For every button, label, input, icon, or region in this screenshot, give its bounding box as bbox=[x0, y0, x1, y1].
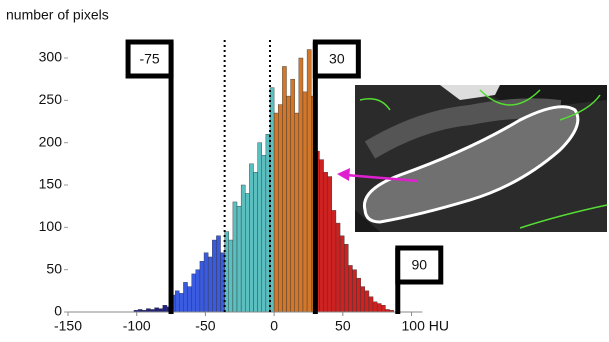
bar bbox=[262, 155, 266, 312]
bar bbox=[233, 202, 237, 312]
threshold-label: 90 bbox=[411, 257, 427, 273]
bar bbox=[328, 177, 332, 312]
x-tick-label: 50 bbox=[335, 318, 351, 334]
arrow-head bbox=[337, 168, 350, 181]
bar bbox=[365, 291, 369, 312]
bar bbox=[340, 236, 344, 312]
bar bbox=[336, 223, 340, 312]
bar bbox=[319, 160, 323, 312]
x-tick-label: -150 bbox=[54, 318, 82, 334]
bar bbox=[373, 302, 377, 312]
bar bbox=[274, 113, 278, 312]
ct-inset bbox=[355, 85, 607, 232]
bar bbox=[188, 287, 192, 312]
y-tick-label: 300 bbox=[39, 49, 63, 65]
y-tick-label: 200 bbox=[39, 133, 63, 149]
bar bbox=[295, 113, 299, 312]
y-tick-label: 50 bbox=[46, 260, 62, 276]
bar bbox=[258, 143, 262, 312]
y-tick-label: 250 bbox=[39, 91, 63, 107]
x-tick-label: -100 bbox=[123, 318, 151, 334]
bar bbox=[245, 193, 249, 312]
bar bbox=[299, 58, 303, 312]
x-tick-label: 100 HU bbox=[402, 318, 449, 334]
bar bbox=[155, 308, 159, 312]
threshold-label: 30 bbox=[329, 51, 345, 67]
bar bbox=[282, 66, 286, 312]
bar bbox=[352, 270, 356, 312]
bar bbox=[254, 172, 258, 312]
bar bbox=[381, 305, 385, 312]
y-axis-label: number of pixels bbox=[6, 7, 109, 23]
bar bbox=[278, 105, 282, 312]
bar bbox=[200, 261, 204, 312]
bar bbox=[377, 304, 381, 312]
bar bbox=[344, 244, 348, 312]
bar bbox=[286, 96, 290, 312]
bar bbox=[175, 291, 179, 312]
bar bbox=[291, 79, 295, 312]
bar bbox=[179, 293, 183, 312]
bar bbox=[163, 305, 167, 312]
bar bbox=[192, 274, 196, 312]
y-tick-label: 100 bbox=[39, 218, 63, 234]
bar bbox=[208, 257, 212, 312]
bar bbox=[229, 240, 233, 312]
bar bbox=[216, 236, 220, 312]
y-tick-label: 0 bbox=[54, 303, 62, 319]
bar bbox=[324, 172, 328, 312]
bar bbox=[303, 92, 307, 312]
bar bbox=[212, 240, 216, 312]
bar bbox=[249, 164, 253, 312]
chart: number of pixels 050100150200250300-150-… bbox=[0, 0, 609, 337]
bar bbox=[237, 206, 241, 312]
bar bbox=[332, 210, 336, 312]
bar bbox=[183, 282, 187, 312]
bar bbox=[348, 265, 352, 312]
bar bbox=[204, 253, 208, 312]
bar bbox=[307, 50, 311, 312]
x-tick-label: 0 bbox=[270, 318, 278, 334]
bar bbox=[241, 185, 245, 312]
x-tick-label: -50 bbox=[195, 318, 215, 334]
bar bbox=[357, 278, 361, 312]
bar bbox=[361, 287, 365, 312]
bar bbox=[146, 309, 150, 312]
bar bbox=[196, 270, 200, 312]
bar bbox=[159, 309, 163, 312]
bar bbox=[369, 297, 373, 312]
y-tick-label: 150 bbox=[39, 176, 63, 192]
threshold-label: -75 bbox=[139, 51, 159, 67]
